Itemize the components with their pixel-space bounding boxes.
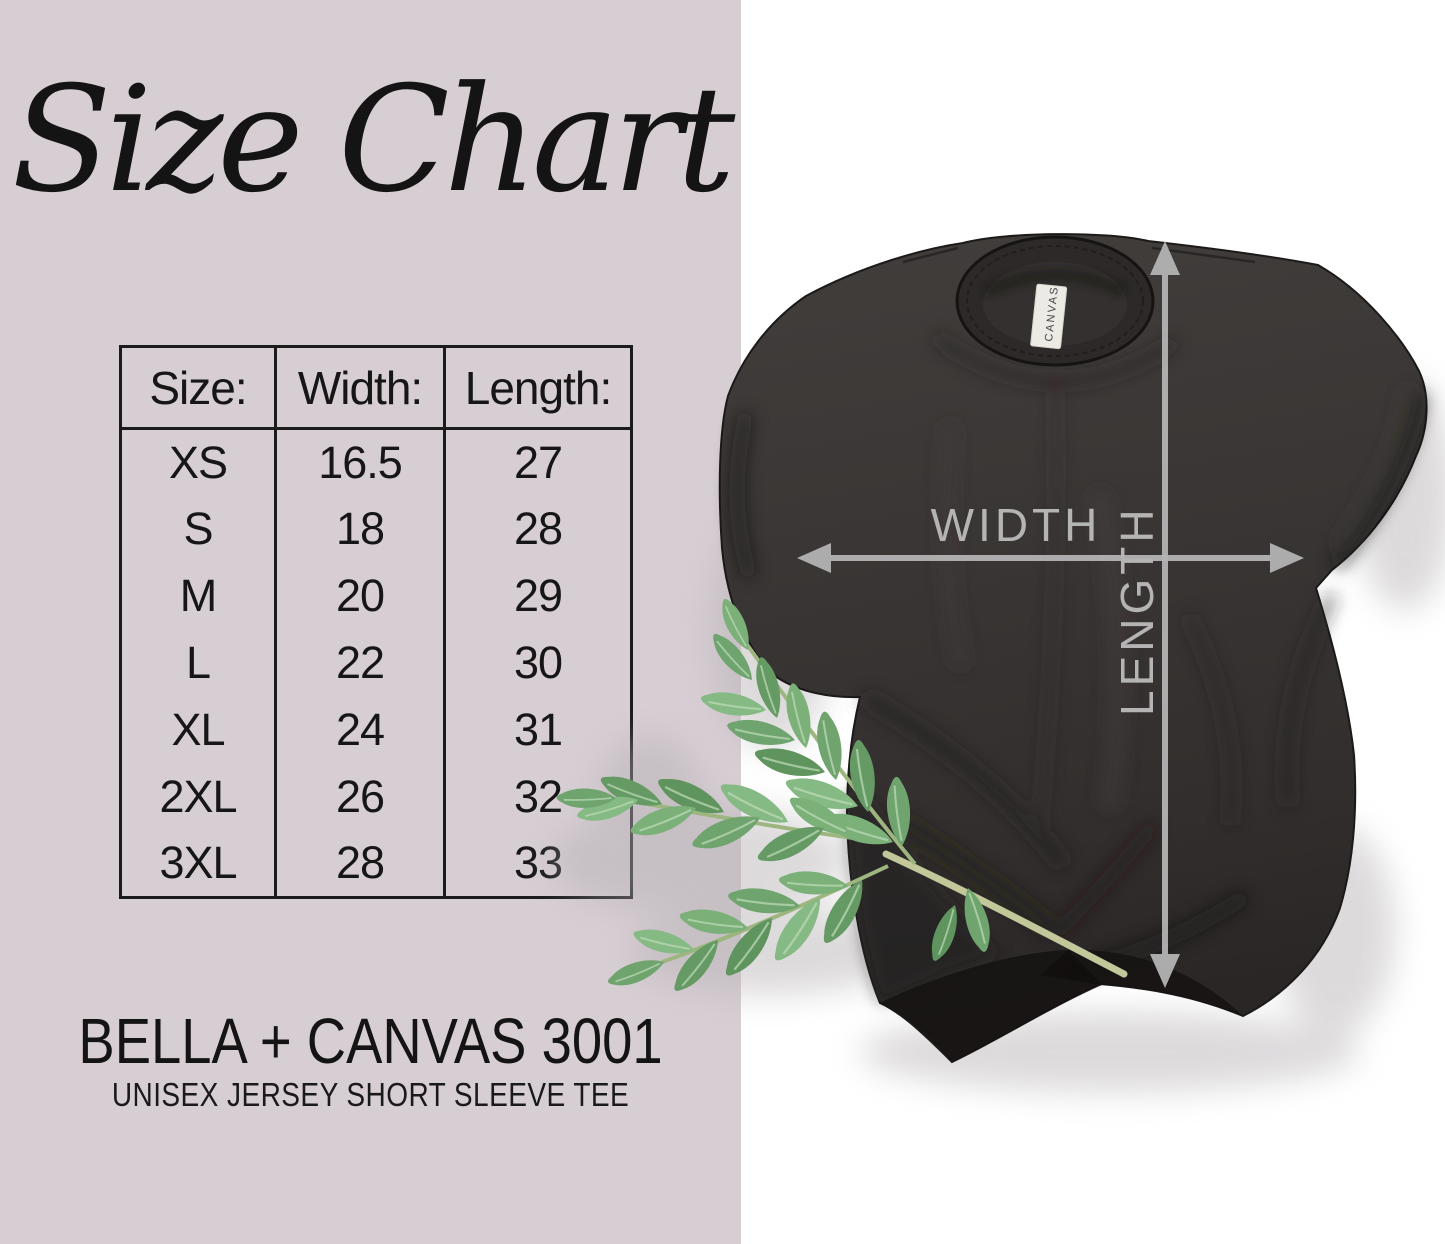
branch-stem: [746, 644, 917, 866]
width-measure-arrow: [797, 543, 1304, 573]
size-cell: S: [119, 495, 277, 563]
width-cell: 28: [274, 830, 446, 898]
length-cell: 31: [443, 696, 633, 764]
size-cell: XS: [119, 428, 277, 496]
leaf: [844, 737, 881, 815]
leaf: [783, 788, 857, 846]
width-label: WIDTH: [931, 499, 1102, 551]
length-cell: 28: [443, 495, 633, 563]
size-cell: XL: [119, 696, 277, 764]
width-cell: 26: [274, 763, 446, 831]
size-cell: 2XL: [119, 763, 277, 831]
leaf: [814, 873, 874, 951]
page-title: Size Chart: [11, 55, 736, 225]
table-row: 3XL 28 33: [119, 830, 633, 898]
leaf: [924, 900, 966, 966]
width-cell: 24: [274, 696, 446, 764]
header-cell-length: Length:: [443, 346, 633, 429]
leaf: [956, 884, 997, 956]
neck-label-text: CANVAS: [1043, 285, 1061, 342]
shirt-twist-shadow: [1040, 950, 1102, 985]
photo-background: [741, 0, 1445, 1244]
header-cell-width: Width:: [274, 346, 446, 429]
width-cell: 16.5: [274, 428, 446, 496]
leaf: [819, 805, 899, 855]
length-cell: 27: [443, 428, 633, 496]
table-row: XL 24 31: [119, 696, 633, 764]
width-cell: 22: [274, 629, 446, 697]
leaf: [780, 769, 863, 820]
leaf: [780, 680, 818, 752]
table-row: 2XL 26 32: [119, 763, 633, 831]
length-cell: 33: [443, 830, 633, 898]
shirt-hem: [880, 949, 1243, 1062]
shoulder-seam-left: [902, 246, 959, 264]
size-cell: M: [119, 562, 277, 630]
info-panel: Size Chart Size: Width: Length: XS 16.5 …: [0, 0, 741, 1244]
width-cell: 20: [274, 562, 446, 630]
leaf: [752, 816, 831, 871]
leaf: [749, 653, 788, 722]
length-measure-arrow: [1150, 241, 1180, 988]
tshirt-body: [718, 233, 1428, 1064]
product-name: BELLA + CANVAS 3001: [78, 1005, 663, 1077]
table-row: S 18 28: [119, 495, 633, 563]
length-cell: 30: [443, 629, 633, 697]
table-header-row: Size: Width: Length:: [119, 346, 633, 429]
length-cell: 32: [443, 763, 633, 831]
size-cell: L: [119, 629, 277, 697]
branch-stem: [882, 850, 1128, 978]
shoulder-seam-right: [1151, 246, 1256, 264]
table-row: M 20 29: [119, 562, 633, 630]
size-table: Size: Width: Length: XS 16.5 27 S 18 28 …: [119, 345, 633, 899]
table-row: XS 16.5 27: [119, 428, 633, 496]
width-cell: 18: [274, 495, 446, 563]
length-label: LENGTH: [1111, 505, 1163, 716]
leaf: [811, 708, 849, 784]
shirt-folds: [729, 334, 1427, 1003]
leaf: [883, 774, 915, 849]
neck-label: CANVAS: [1030, 283, 1068, 350]
tshirt-graphic: CANVAS: [718, 233, 1428, 1064]
collar: [955, 235, 1155, 367]
product-subtitle: UNISEX JERSEY SHORT SLEEVE TEE: [111, 1076, 630, 1113]
size-cell: 3XL: [119, 830, 277, 898]
length-cell: 29: [443, 562, 633, 630]
leaf: [750, 740, 830, 785]
header-cell-size: Size:: [119, 346, 277, 429]
leaf: [765, 889, 832, 969]
table-row: L 22 30: [119, 629, 633, 697]
leaf: [776, 867, 851, 899]
